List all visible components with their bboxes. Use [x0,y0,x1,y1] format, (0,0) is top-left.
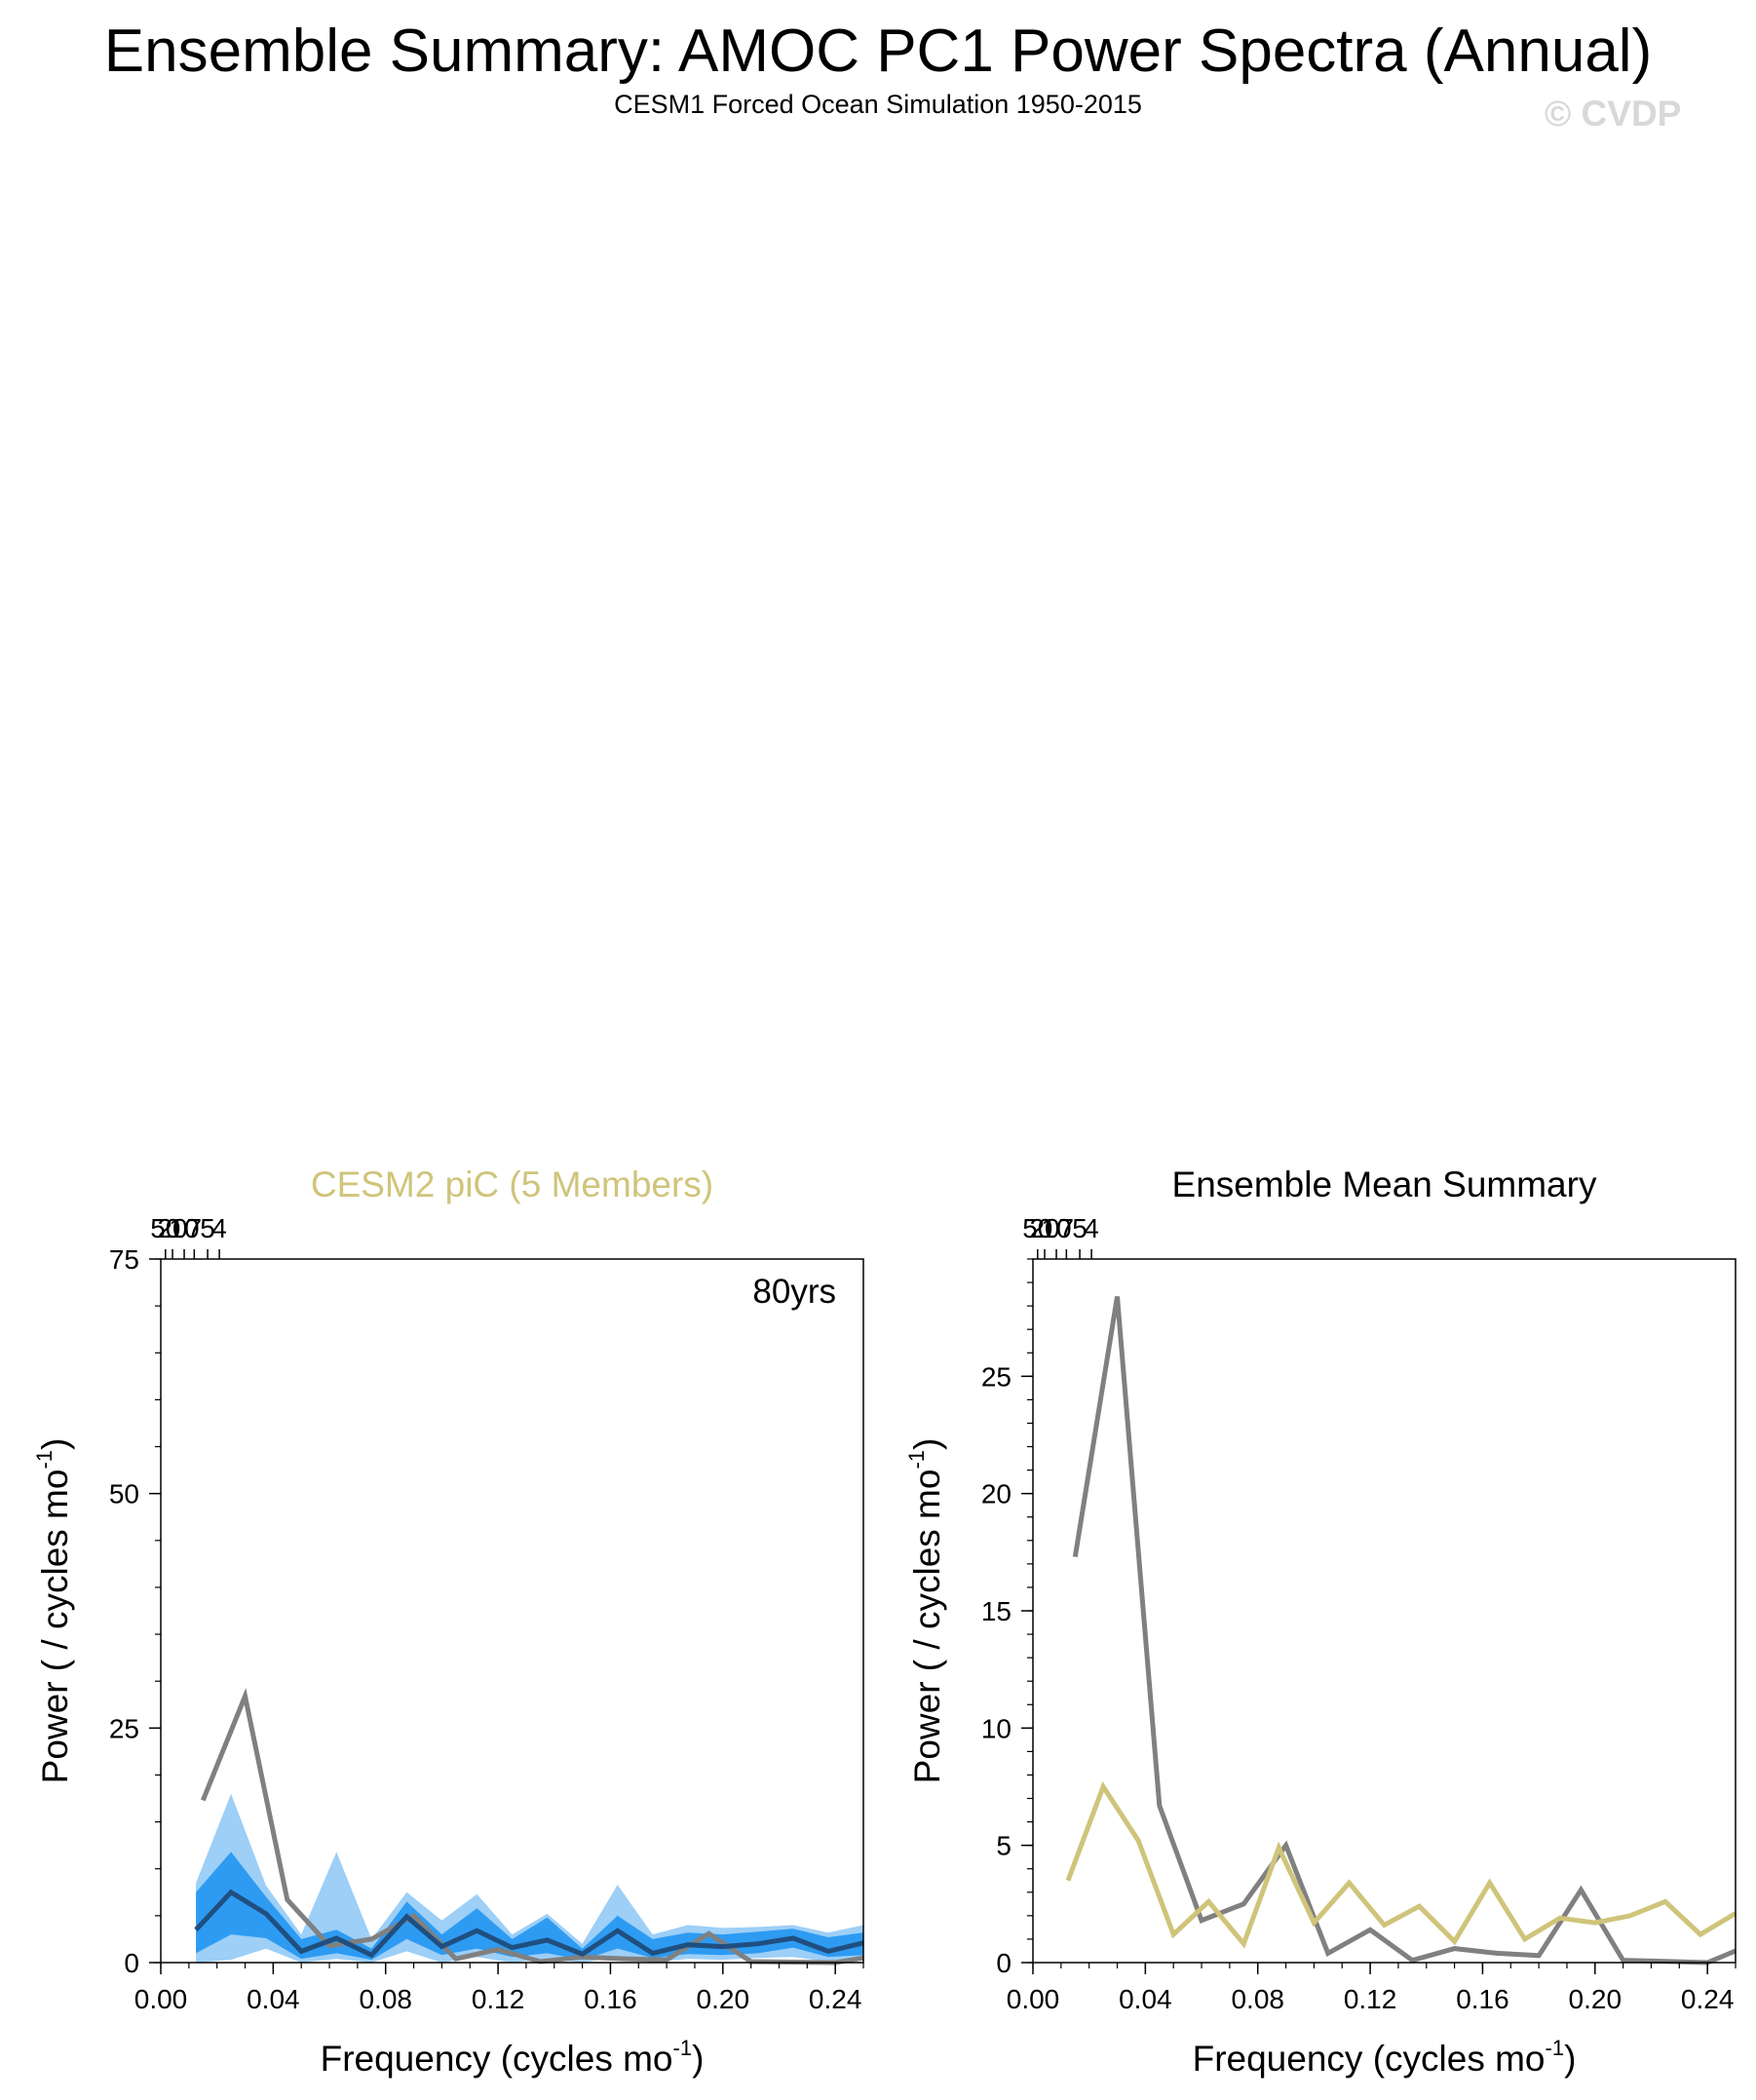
left-observations-line [200,1688,864,1966]
left-period-tick-label: 20 [157,1213,187,1243]
left-period-tick-label: 10 [169,1213,199,1243]
left-period-tick-label: 4 [211,1213,227,1243]
right-period-tick-label: 20 [1029,1213,1059,1243]
left-x-axis-label: Frequency (cycles mo-1) [321,2036,705,2079]
left-y-tick-label: 75 [109,1244,139,1275]
left-x-tick-label: 0.08 [359,1984,412,2014]
right-observations-line [1072,1296,1737,1966]
left-x-tick-label: 0.00 [134,1984,188,2014]
right-y-tick-label: 5 [996,1831,1012,1861]
left-x-tick-label: 0.20 [697,1984,750,2014]
right-x-tick-label: 0.16 [1456,1984,1509,2014]
left-x-tick-label: 0.24 [809,1984,862,2014]
right-period-tick-label: 4 [1084,1213,1099,1243]
right-x-tick-label: 0.04 [1119,1984,1172,2014]
left-ensemble-mean-line [194,1889,864,1959]
right-ensemble-mean-line [1065,1780,1737,1949]
left-x-tick-label: 0.16 [584,1984,637,2014]
cvdp-watermark: © CVDP [1545,94,1682,134]
right-y-tick-label: 20 [981,1479,1012,1509]
right-x-tick-label: 0.12 [1344,1984,1397,2014]
right-period-tick-label: 7 [1059,1213,1075,1243]
left-plot-frame [160,1258,864,1964]
left-record-length-label: 80yrs [752,1273,836,1311]
left-period-tick-label: 50 [150,1213,180,1243]
right-x-tick-label: 0.00 [1007,1984,1060,2014]
left-min-max-band [196,1793,864,1963]
left-period-tick-label: 7 [187,1213,203,1243]
right-chart-title: Ensemble Mean Summary [1172,1165,1597,1204]
right-y-tick-label: 25 [981,1361,1012,1392]
right-x-tick-label: 0.08 [1231,1984,1284,2014]
left-y-tick-label: 25 [109,1713,139,1743]
left-y-tick-label: 0 [124,1948,139,1978]
left-chart-panel: 0.00 0.04 0.08 0.12 0.16 0.20 0.24025507550201… [32,1165,864,2079]
right-x-tick-label: 0.20 [1569,1984,1622,2014]
right-chart-panel: 0.00 0.04 0.08 0.12 0.16 0.20 0.24051015202550… [904,1165,1737,2079]
left-10-90-band [196,1852,864,1961]
page-subtitle: CESM1 Forced Ocean Simulation 1950-2015 [614,90,1142,119]
right-y-tick-label: 10 [981,1713,1012,1743]
right-x-axis-label: Frequency (cycles mo-1) [1193,2036,1577,2079]
left-period-tick-label: 5 [200,1213,215,1243]
right-period-tick-label: 50 [1022,1213,1052,1243]
right-y-axis-label: Power ( / cycles mo-1) [904,1438,947,1784]
left-y-axis-label: Power ( / cycles mo-1) [32,1438,75,1784]
page-title: Ensemble Summary: AMOC PC1 Power Spectra… [103,18,1653,85]
right-x-tick-label: 0.24 [1681,1984,1735,2014]
right-plot-frame [1032,1258,1737,1964]
right-y-tick-label: 0 [996,1948,1012,1978]
left-chart-title: CESM2 piC (5 Members) [311,1165,713,1204]
left-y-tick-label: 50 [109,1479,139,1509]
left-x-tick-label: 0.04 [247,1984,300,2014]
right-y-tick-label: 15 [981,1596,1012,1626]
left-x-tick-label: 0.12 [472,1984,525,2014]
right-period-tick-label: 5 [1072,1213,1088,1243]
right-period-tick-label: 10 [1041,1213,1071,1243]
